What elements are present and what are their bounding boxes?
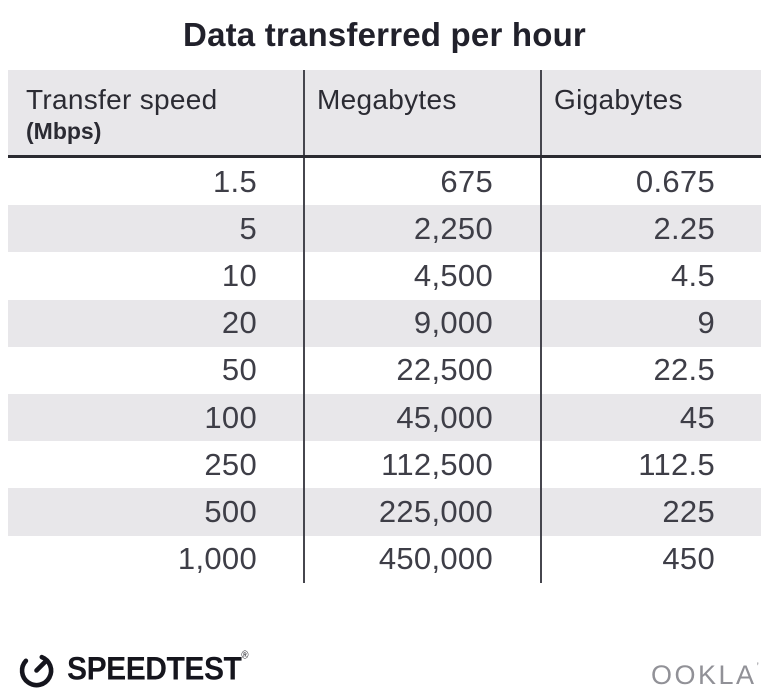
- registered-trademark-mark: ®: [241, 649, 249, 662]
- table-cell: 675: [303, 158, 540, 206]
- table-row: 1.5 675 0.675: [8, 158, 761, 206]
- table-row: 1,000 450,000 450: [8, 535, 761, 583]
- table-cell: 100: [204, 399, 257, 435]
- table-cell: 112,500: [303, 441, 540, 489]
- ookla-trademark-mark: ’: [756, 661, 759, 673]
- table-row: 250 112,500 112.5: [8, 441, 761, 489]
- column-header-transfer-speed: Transfer speed (Mbps): [8, 70, 303, 155]
- table-cell: 0.675: [540, 158, 761, 206]
- table-cell: 22,500: [303, 346, 540, 394]
- page-title: Data transferred per hour: [183, 16, 586, 53]
- table-cell: 500: [204, 493, 257, 529]
- table-body: 1.5 675 0.675 5 2,250 2.25 10 4,500 4.5 20 9,000 9 5…: [8, 158, 761, 583]
- table-row: 500 225,000 225: [8, 488, 761, 536]
- table-cell: 10: [221, 257, 257, 293]
- column-header-label: Gigabytes: [554, 84, 683, 115]
- table-cell: 1.5: [213, 163, 257, 199]
- speedtest-wordmark: SPEEDTEST®: [67, 649, 249, 688]
- column-header-label: Transfer speed: [26, 84, 218, 115]
- table-cell: 5: [239, 210, 257, 246]
- table-row: 10 4,500 4.5: [8, 252, 761, 300]
- column-header-megabytes: Megabytes: [303, 70, 540, 155]
- data-table: Transfer speed (Mbps) Megabytes Gigabyte…: [8, 70, 761, 583]
- table-cell: 45: [540, 393, 761, 442]
- table-cell: 225: [540, 488, 761, 536]
- table-row: 100 45,000 45: [8, 393, 761, 442]
- table-cell: 20: [221, 305, 257, 341]
- table-cell: 4,500: [303, 252, 540, 300]
- speedometer-gauge-icon: [19, 654, 54, 688]
- table-cell: 4.5: [540, 252, 761, 300]
- table-cell: 22.5: [540, 346, 761, 394]
- table-cell: 9: [540, 299, 761, 347]
- table-row: 5 2,250 2.25: [8, 205, 761, 253]
- table-cell: 225,000: [303, 488, 540, 536]
- speedtest-logo: SPEEDTEST®: [16, 648, 254, 690]
- table-cell: 250: [204, 446, 257, 482]
- table-cell: 450,000: [303, 535, 540, 583]
- table-cell: 450: [540, 535, 761, 583]
- column-header-label: Megabytes: [317, 84, 457, 115]
- table-header-row: Transfer speed (Mbps) Megabytes Gigabyte…: [8, 70, 761, 158]
- table-cell: 45,000: [303, 393, 540, 442]
- table-cell: 1,000: [177, 541, 257, 577]
- table-cell: 50: [221, 352, 257, 388]
- table-cell: 2,250: [303, 205, 540, 253]
- ookla-logo: OOKLA’: [651, 660, 759, 690]
- table-cell: 112.5: [540, 441, 761, 489]
- table-row: 50 22,500 22.5: [8, 346, 761, 394]
- table-row: 20 9,000 9: [8, 299, 761, 347]
- column-header-sublabel: (Mbps): [26, 118, 102, 144]
- column-header-gigabytes: Gigabytes: [540, 70, 761, 155]
- table-cell: 2.25: [540, 205, 761, 253]
- table-cell: 9,000: [303, 299, 540, 347]
